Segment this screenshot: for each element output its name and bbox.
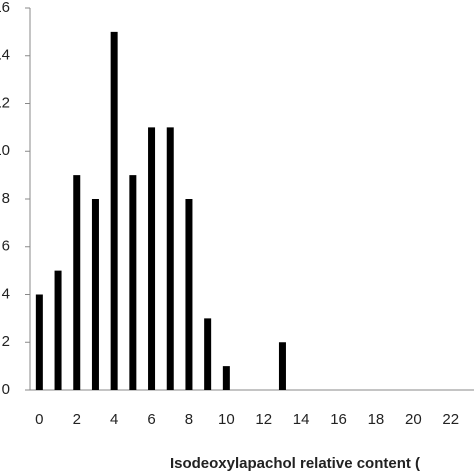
x-tick-label: 12	[255, 411, 272, 428]
x-tick-label: 6	[147, 411, 155, 428]
y-tick-label: 8	[2, 190, 10, 207]
bar	[129, 175, 137, 390]
bar	[148, 127, 156, 390]
x-tick-label: 0	[35, 411, 43, 428]
y-tick-label: 6	[2, 238, 10, 255]
x-axis-label: Isodeoxylapachol relative content (	[170, 455, 420, 472]
y-tick-label: 10	[0, 142, 10, 159]
bar	[185, 199, 193, 390]
x-tick-label: 16	[330, 411, 347, 428]
y-tick-label: 0	[2, 381, 10, 398]
bar	[166, 127, 174, 390]
y-tick-label: 12	[0, 94, 10, 111]
bar	[278, 342, 286, 390]
y-tick-label: 4	[2, 285, 10, 302]
bar	[222, 366, 230, 390]
y-tick-label: 2	[2, 333, 10, 350]
bar	[35, 294, 43, 390]
x-tick-label: 14	[293, 411, 310, 428]
bar	[91, 199, 99, 390]
bar	[110, 31, 118, 390]
x-tick-label: 2	[73, 411, 81, 428]
x-tick-label: 4	[110, 411, 118, 428]
x-tick-label: 8	[185, 411, 193, 428]
bar	[204, 318, 212, 390]
y-tick-label: 16	[0, 0, 10, 16]
x-tick-label: 20	[405, 411, 422, 428]
bar	[73, 175, 81, 390]
x-tick-label: 18	[368, 411, 385, 428]
x-tick-label: 10	[218, 411, 235, 428]
y-tick-label: 14	[0, 47, 10, 64]
x-tick-label: 22	[442, 411, 459, 428]
bar	[54, 270, 62, 390]
